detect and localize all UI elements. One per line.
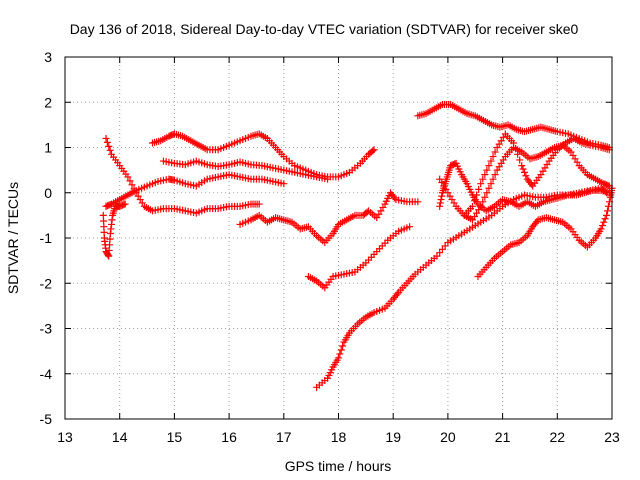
series-11: [474, 184, 616, 280]
data-point: [481, 193, 489, 201]
data-point: [106, 146, 114, 154]
y-tick-label: -2: [40, 275, 53, 291]
data-point: [335, 354, 342, 362]
data-point: [369, 147, 377, 155]
data-point: [601, 215, 609, 223]
series-10: [436, 159, 613, 215]
chart-title: Day 136 of 2018, Sidereal Day-to-day VTE…: [70, 21, 579, 37]
x-tick-label: 22: [550, 429, 566, 445]
x-tick-label: 13: [57, 429, 73, 445]
data-point: [393, 290, 401, 298]
data-point: [519, 165, 527, 173]
data-point: [597, 225, 605, 233]
data-point: [339, 342, 347, 350]
data-point: [487, 157, 495, 165]
data-point: [104, 251, 112, 259]
data-point: [487, 180, 495, 188]
data-point: [603, 211, 611, 219]
data-point: [471, 197, 479, 205]
y-axis-label: SDTVAR / TECUs: [5, 182, 21, 294]
data-point: [527, 180, 535, 188]
data-point: [489, 153, 497, 161]
series-7: [304, 223, 414, 292]
data-point: [479, 198, 487, 206]
y-tick-label: 3: [44, 49, 52, 65]
data-point: [491, 148, 499, 156]
y-tick-label: -5: [40, 411, 53, 427]
x-tick-label: 16: [221, 429, 237, 445]
data-point: [255, 200, 263, 208]
plot-frame: [64, 56, 613, 420]
series-4: [149, 130, 378, 181]
data-point: [436, 202, 444, 210]
x-tick-label: 18: [331, 429, 347, 445]
data-point: [124, 173, 132, 181]
y-tick-label: -3: [40, 321, 53, 337]
data-point: [600, 218, 608, 226]
data-point: [370, 146, 378, 154]
data-point: [485, 162, 493, 170]
data-point: [102, 134, 110, 142]
x-tick-label: 14: [112, 429, 128, 445]
series-5: [159, 157, 332, 183]
data-point: [598, 222, 606, 230]
x-tick-label: 17: [276, 429, 292, 445]
y-tick-label: 2: [44, 94, 52, 110]
grid: [65, 57, 612, 419]
y-tick-label: 0: [44, 185, 52, 201]
x-axis-label: GPS time / hours: [285, 458, 392, 474]
data-point: [126, 177, 134, 185]
data-point: [128, 181, 136, 189]
series-13: [436, 141, 613, 224]
data-point: [489, 175, 497, 183]
series-3: [99, 200, 129, 260]
data-point: [483, 189, 491, 197]
data-point: [324, 175, 332, 183]
data-point: [391, 194, 399, 202]
data-point: [477, 202, 485, 210]
series-6: [236, 189, 422, 247]
data-marks: [99, 101, 616, 391]
data-point: [473, 191, 481, 199]
data-point: [475, 185, 483, 193]
data-point: [520, 168, 528, 176]
data-point: [103, 138, 111, 146]
y-tick-label: -1: [40, 230, 53, 246]
data-point: [337, 346, 345, 354]
data-point: [121, 200, 129, 208]
data-point: [491, 171, 499, 179]
data-point: [479, 175, 487, 183]
data-point: [105, 142, 113, 150]
y-tick-label: 1: [44, 140, 52, 156]
x-tick-label: 21: [495, 429, 511, 445]
data-point: [406, 223, 414, 231]
data-point: [438, 192, 446, 200]
x-tick-label: 20: [440, 429, 456, 445]
data-point: [518, 162, 526, 170]
x-tick-label: 15: [167, 429, 183, 445]
data-point: [516, 156, 524, 164]
data-point: [414, 198, 422, 206]
data-point: [437, 196, 445, 204]
x-tick-label: 19: [385, 429, 401, 445]
series-2: [102, 171, 288, 210]
data-point: [477, 180, 485, 188]
data-point: [280, 180, 288, 188]
data-point: [469, 202, 477, 210]
data-point: [436, 199, 444, 207]
data-point: [483, 166, 491, 174]
data-point: [522, 172, 530, 180]
y-tick-label: -4: [40, 366, 53, 382]
x-tick-label: 23: [604, 429, 620, 445]
data-point: [481, 171, 489, 179]
data-point: [603, 207, 611, 215]
series-1: [102, 134, 263, 217]
data-point: [485, 184, 493, 192]
data-point: [604, 202, 612, 210]
data-point: [336, 350, 344, 358]
